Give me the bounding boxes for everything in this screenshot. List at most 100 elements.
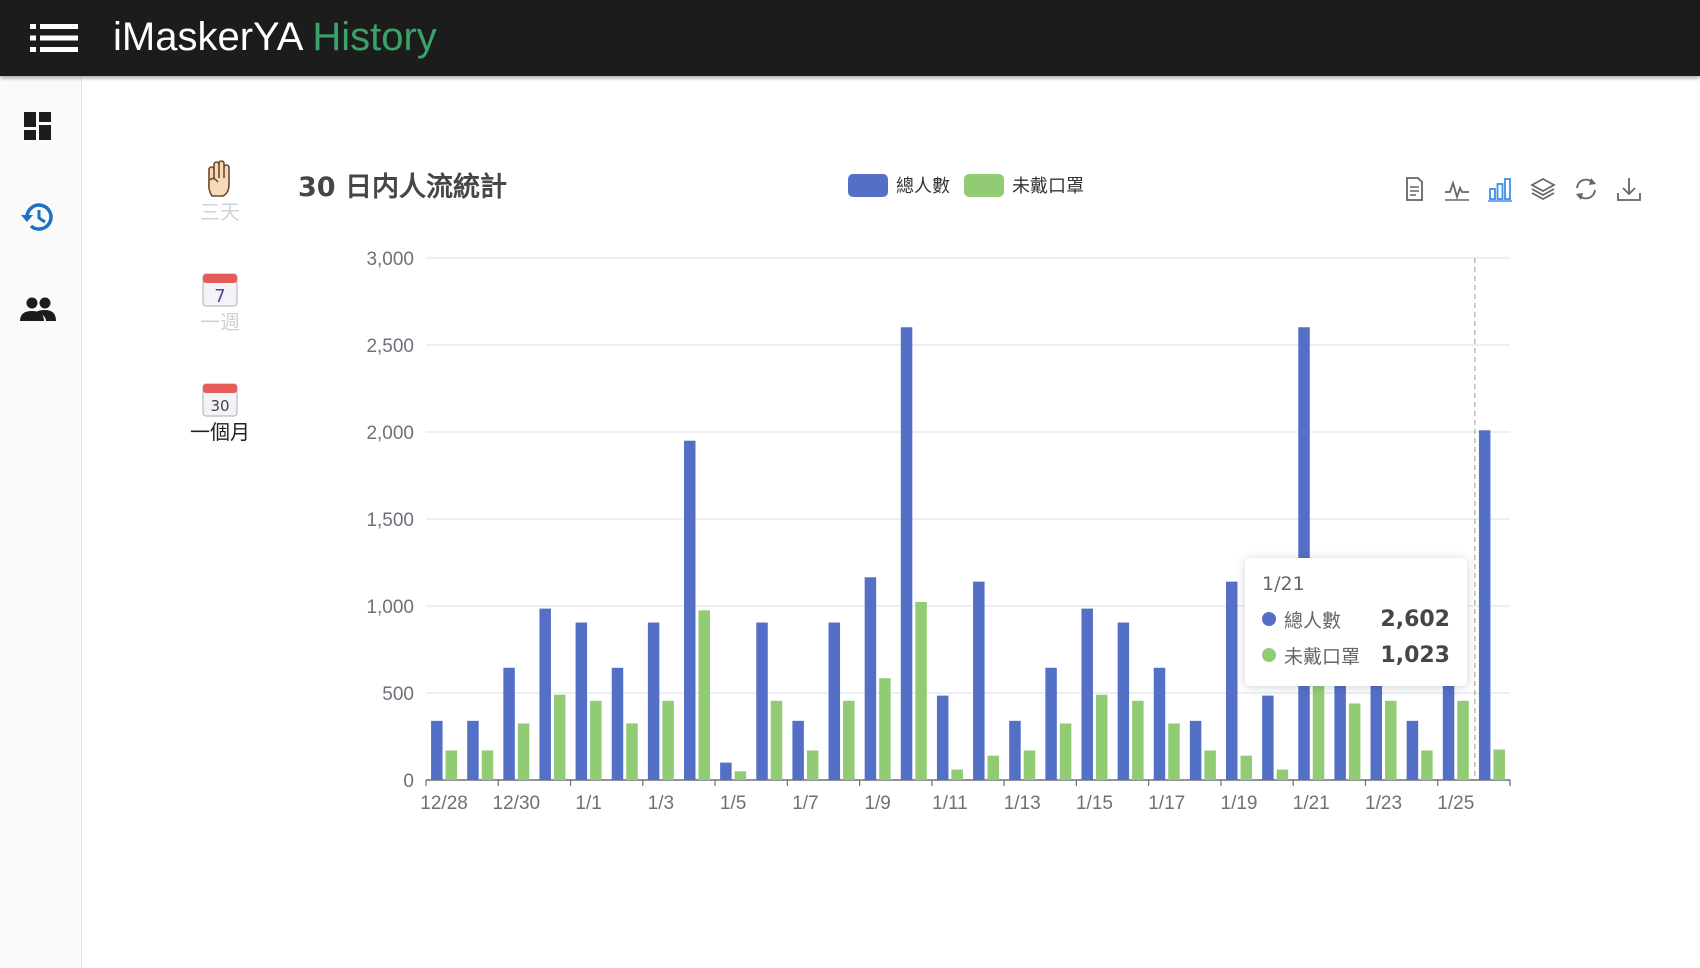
legend-item-total[interactable]: 總人數 <box>848 172 950 198</box>
tooltip-name-nomask: 未戴口罩 <box>1284 645 1361 668</box>
bar-total <box>1406 720 1419 780</box>
bar-nomask <box>553 694 566 780</box>
x-tick-label: 12/28 <box>420 793 468 814</box>
bar-nomask <box>734 771 747 780</box>
bar-total <box>1189 720 1202 780</box>
bar-nomask <box>698 610 710 780</box>
calendar-30-icon: 30 <box>202 383 238 417</box>
bar-nomask <box>481 750 494 780</box>
bar-nomask <box>1168 723 1180 780</box>
y-tick-label: 2,000 <box>366 423 414 444</box>
bar-nomask <box>1059 723 1072 780</box>
bar-nomask <box>987 755 1000 780</box>
bar-total <box>539 608 551 780</box>
menu-icon[interactable] <box>30 24 78 52</box>
bar-nomask <box>590 700 602 780</box>
bar-nomask <box>843 700 855 780</box>
x-tick-label: 1/21 <box>1293 793 1330 814</box>
app-title: iMaskerYA History <box>113 12 437 62</box>
people-icon[interactable] <box>17 288 59 330</box>
x-tick-label: 1/23 <box>1365 793 1402 814</box>
x-tick-label: 1/13 <box>1004 793 1041 814</box>
bar-total <box>611 667 624 780</box>
top-app-bar: iMaskerYA History <box>0 0 1700 76</box>
bar-total <box>720 762 732 780</box>
history-icon[interactable] <box>17 196 59 238</box>
bar-total <box>503 667 515 780</box>
bar-total <box>973 581 985 780</box>
bar-nomask <box>1493 749 1505 780</box>
bar-total <box>684 440 696 780</box>
svg-text:30: 30 <box>210 397 229 415</box>
tooltip-dot-total <box>1262 612 1276 626</box>
x-tick-label: 12/30 <box>493 793 541 814</box>
range-one-month[interactable]: 30 一個月 <box>180 380 260 444</box>
data-view-icon[interactable] <box>1400 175 1428 203</box>
x-tick-label: 1/5 <box>720 793 746 814</box>
bar-total <box>431 720 443 780</box>
tooltip-value-total: 2,602 <box>1380 606 1450 632</box>
bar-total <box>1081 608 1093 780</box>
bar-nomask <box>1312 601 1325 780</box>
bar-total <box>936 695 949 780</box>
range-label-three-days: 三天 <box>200 200 240 224</box>
download-icon[interactable] <box>1615 175 1643 203</box>
x-tick-label: 1/1 <box>575 793 601 814</box>
bar-total <box>575 622 588 780</box>
x-tick-label: 1/11 <box>932 793 968 814</box>
legend-swatch-nomask <box>964 173 1004 197</box>
app-title-main: iMaskerYA <box>113 15 302 59</box>
bar-nomask <box>1240 755 1252 780</box>
line-chart-icon[interactable] <box>1443 175 1471 203</box>
bar-total <box>1262 695 1274 780</box>
bar-total <box>900 327 913 780</box>
bar-total <box>1009 720 1021 780</box>
chart-tooltip: 1/21 總人數 2,602 未戴口罩 1,023 <box>1245 558 1467 686</box>
bar-nomask <box>445 750 458 780</box>
range-three-days[interactable]: 三天 <box>180 160 260 224</box>
bar-nomask <box>1095 694 1108 780</box>
bar-total <box>467 720 479 780</box>
bar-nomask <box>1457 700 1469 780</box>
bar-total <box>1117 622 1130 780</box>
bar-nomask <box>1132 700 1144 780</box>
bar-total <box>828 622 841 780</box>
tooltip-name-total: 總人數 <box>1284 609 1342 632</box>
tooltip-row-total: 總人數 2,602 <box>1262 606 1450 632</box>
bar-total <box>792 720 804 780</box>
bar-nomask <box>806 750 819 780</box>
bar-chart-icon[interactable] <box>1486 175 1514 203</box>
chart-legend: 總人數 未戴口罩 <box>848 172 1098 198</box>
chart-toolbox <box>1400 175 1658 203</box>
y-tick-label: 2,500 <box>366 336 414 357</box>
bar-nomask <box>879 678 891 780</box>
bar-nomask <box>1023 750 1036 780</box>
legend-swatch-total <box>848 173 888 197</box>
legend-item-nomask[interactable]: 未戴口罩 <box>964 172 1084 198</box>
bar-total <box>1045 667 1057 780</box>
bar-nomask <box>517 723 530 780</box>
x-tick-label: 1/7 <box>792 793 818 814</box>
calendar-7-icon: 7 <box>202 273 238 307</box>
tooltip-value-nomask: 1,023 <box>1380 642 1450 668</box>
dashboard-icon[interactable] <box>17 105 59 147</box>
bar-total <box>1298 327 1310 780</box>
bar-nomask <box>1276 769 1289 780</box>
y-tick-label: 0 <box>403 771 414 792</box>
bar-nomask <box>1204 750 1216 780</box>
legend-label-total: 總人數 <box>896 176 950 197</box>
range-one-week[interactable]: 7 一週 <box>180 270 260 334</box>
tooltip-dot-nomask <box>1262 648 1276 662</box>
y-tick-label: 1,000 <box>366 597 414 618</box>
bar-total <box>864 577 877 780</box>
three-fingers-hand-icon <box>208 160 230 197</box>
sidebar <box>0 76 82 968</box>
bar-total <box>1153 667 1166 780</box>
bar-nomask <box>1421 750 1433 780</box>
restore-icon[interactable] <box>1572 175 1600 203</box>
bar-nomask <box>626 723 638 780</box>
stack-icon[interactable] <box>1529 175 1557 203</box>
tooltip-row-nomask: 未戴口罩 1,023 <box>1262 642 1450 668</box>
tooltip-title: 1/21 <box>1262 573 1305 595</box>
